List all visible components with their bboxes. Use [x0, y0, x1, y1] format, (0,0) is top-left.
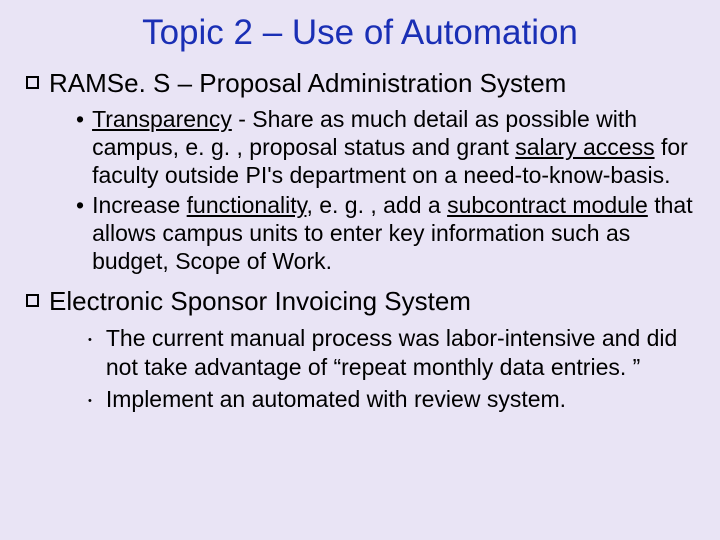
section-1: Electronic Sponsor Invoicing System [26, 285, 694, 318]
bullet-icon: • [88, 334, 92, 348]
bullet-icon: • [76, 105, 84, 133]
slide-title: Topic 2 – Use of Automation [26, 14, 694, 53]
list-item: • The current manual process was labor-in… [88, 324, 694, 382]
bullet-list: • Transparency - Share as much detail as … [76, 105, 694, 275]
section-heading: Electronic Sponsor Invoicing System [49, 285, 471, 318]
list-item-text: Transparency - Share as much detail as p… [92, 105, 694, 189]
square-bullet-icon [26, 294, 39, 307]
section-0: RAMSe. S – Proposal Administration Syste… [26, 67, 694, 100]
list-item: • Increase functionality, e. g. , add a s… [76, 191, 694, 275]
square-bullet-icon [26, 76, 39, 89]
bullet-list: • The current manual process was labor-in… [88, 324, 694, 414]
list-item: • Implement an automated with review sys… [88, 385, 694, 414]
section-heading: RAMSe. S – Proposal Administration Syste… [49, 67, 566, 100]
list-item-text: Implement an automated with review syste… [106, 385, 694, 414]
list-item-text: Increase functionality, e. g. , add a su… [92, 191, 694, 275]
list-item-text: The current manual process was labor-int… [106, 324, 694, 382]
bullet-icon: • [76, 191, 84, 219]
list-item: • Transparency - Share as much detail as … [76, 105, 694, 189]
bullet-icon: • [88, 395, 92, 409]
